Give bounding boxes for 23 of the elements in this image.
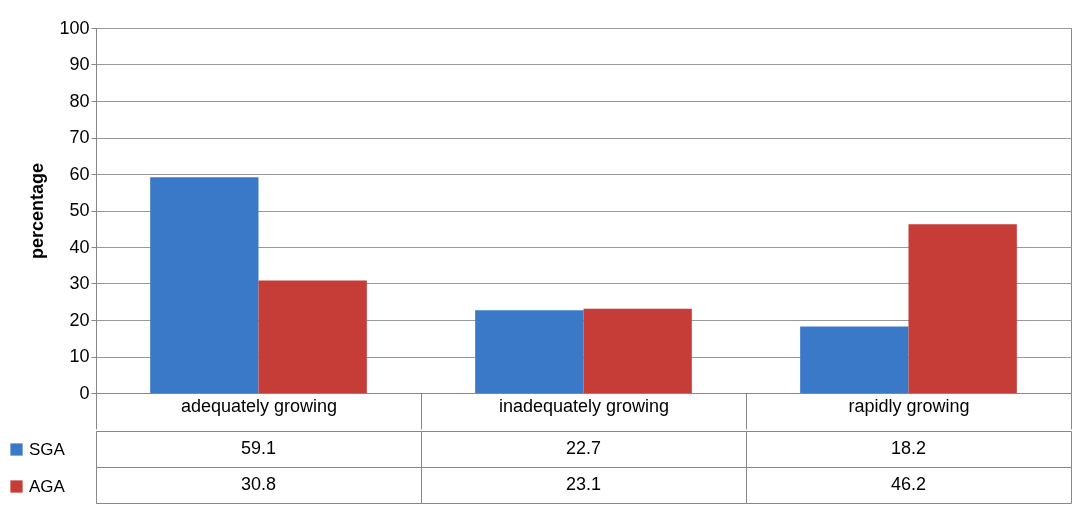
x-tick-label: inadequately growing — [498, 395, 670, 416]
data-label: 59.1 — [240, 438, 277, 458]
y-tick-label: 60 — [69, 163, 90, 184]
y-tick-label: 90 — [69, 54, 90, 74]
data-label: 23.1 — [565, 474, 602, 494]
legend-label: SGA — [29, 439, 66, 459]
y-tick-label: 100 — [59, 17, 90, 38]
y-tick-label: 50 — [69, 200, 90, 220]
y-tick-label: 30 — [69, 273, 90, 293]
data-label: 18.2 — [890, 438, 927, 458]
x-tick-label: rapidly growing — [848, 395, 970, 416]
y-tick-label: 80 — [69, 90, 90, 111]
y-axis-title: percentage — [27, 162, 48, 260]
legend-label: AGA — [29, 476, 66, 496]
data-label: 22.7 — [565, 438, 602, 458]
y-tick-label: 10 — [69, 346, 90, 366]
y-tick-label: 40 — [69, 236, 90, 257]
data-label: 30.8 — [240, 474, 277, 494]
y-tick-label: 0 — [79, 382, 90, 403]
data-label: 46.2 — [890, 474, 927, 494]
x-tick-label: adequately growing — [180, 395, 338, 416]
y-tick-label: 70 — [69, 127, 90, 147]
y-tick-label: 20 — [69, 309, 90, 330]
